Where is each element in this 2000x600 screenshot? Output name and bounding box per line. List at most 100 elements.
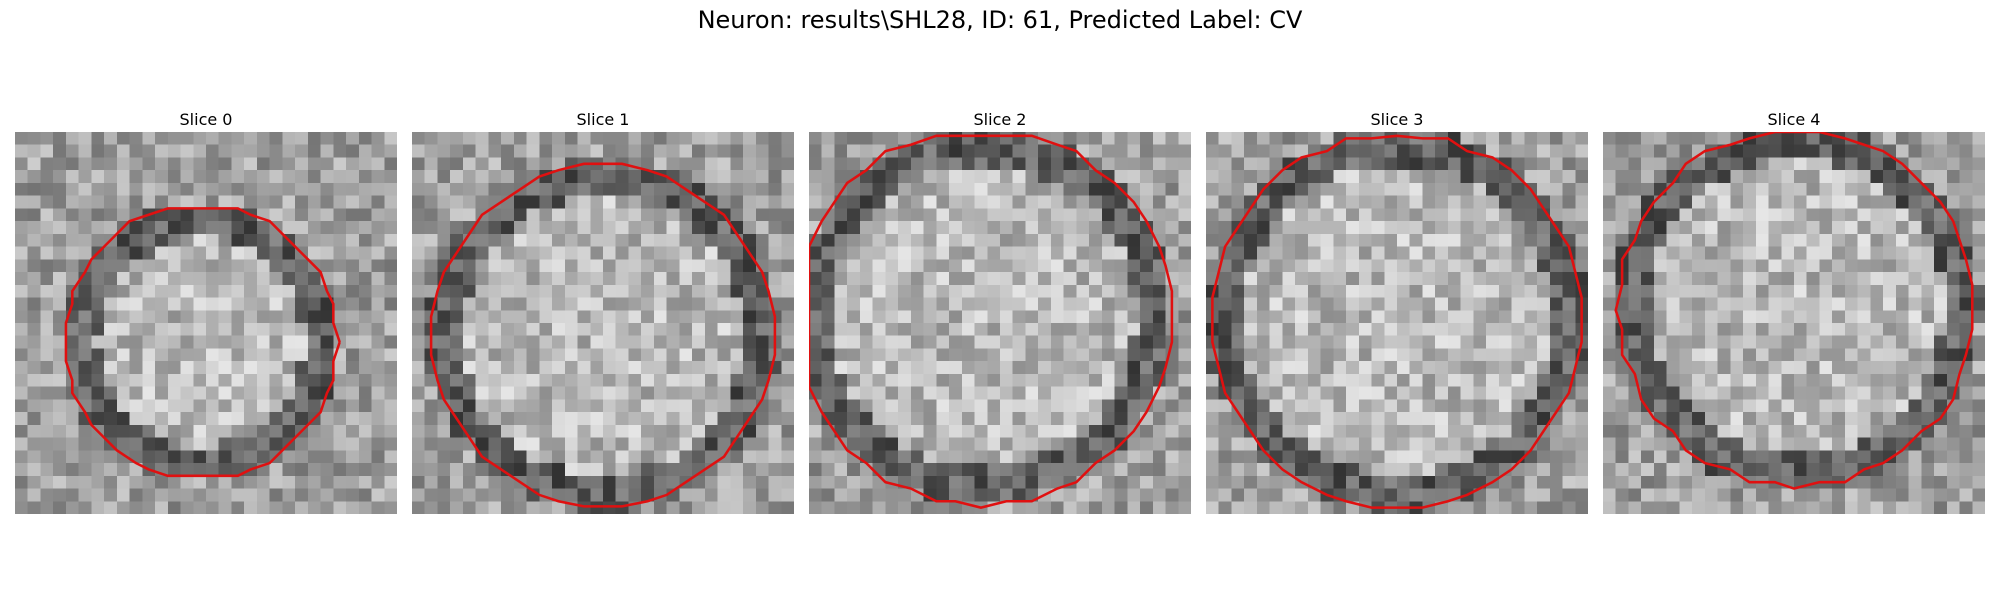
pixel xyxy=(320,297,334,311)
pixel xyxy=(1934,132,1948,145)
pixel xyxy=(1666,386,1680,400)
pixel xyxy=(218,233,232,247)
pixel xyxy=(167,157,181,171)
pixel xyxy=(768,463,782,477)
pixel xyxy=(834,501,848,514)
pixel xyxy=(450,361,464,375)
pixel xyxy=(898,450,912,464)
pixel xyxy=(923,373,937,387)
pixel xyxy=(206,182,219,196)
pixel xyxy=(1857,450,1871,464)
pixel xyxy=(1511,501,1525,514)
pixel xyxy=(1537,386,1551,400)
pixel xyxy=(1806,488,1820,502)
pixel xyxy=(1498,348,1512,362)
pixel xyxy=(717,310,731,324)
pixel xyxy=(513,272,527,286)
pixel xyxy=(641,272,655,286)
pixel xyxy=(1524,195,1538,209)
pixel xyxy=(1704,361,1718,375)
pixel xyxy=(1422,195,1436,209)
pixel xyxy=(1666,399,1680,413)
pixel xyxy=(320,348,334,362)
pixel xyxy=(704,386,718,400)
pixel xyxy=(1666,450,1680,464)
pixel xyxy=(1857,272,1871,286)
pixel xyxy=(295,259,309,273)
pixel xyxy=(615,437,629,451)
pixel xyxy=(1743,195,1757,209)
pixel xyxy=(987,463,1001,477)
pixel xyxy=(1422,272,1436,286)
pixel xyxy=(730,272,744,286)
pixel xyxy=(206,259,219,273)
pixel xyxy=(1603,373,1616,387)
pixel xyxy=(1101,463,1115,477)
pixel xyxy=(1679,233,1693,247)
pixel xyxy=(1333,195,1347,209)
pixel xyxy=(1781,488,1795,502)
pixel xyxy=(1000,195,1013,209)
pixel xyxy=(1422,182,1436,196)
pixel xyxy=(269,386,283,400)
pixel xyxy=(116,170,130,184)
pixel xyxy=(1537,335,1551,349)
pixel xyxy=(1320,170,1334,184)
pixel xyxy=(1666,208,1680,222)
pixel xyxy=(603,221,616,235)
pixel xyxy=(1934,246,1948,260)
pixel xyxy=(603,284,616,298)
pixel xyxy=(1946,488,1960,502)
pixel xyxy=(307,437,321,451)
pixel xyxy=(1704,475,1718,489)
pixel xyxy=(1819,463,1833,477)
pixel xyxy=(1218,272,1232,286)
pixel xyxy=(936,335,950,349)
pixel xyxy=(333,437,347,451)
pixel xyxy=(743,259,757,273)
pixel xyxy=(129,157,143,171)
pixel xyxy=(437,246,451,260)
pixel xyxy=(1549,195,1563,209)
pixel xyxy=(1934,233,1948,247)
segmentation-contour xyxy=(1614,132,1974,490)
pixel xyxy=(282,463,296,477)
pixel xyxy=(104,246,118,260)
pixel xyxy=(666,323,680,336)
pixel xyxy=(1653,297,1667,311)
pixel xyxy=(206,323,219,336)
pixel xyxy=(974,272,988,286)
pixel xyxy=(1857,399,1871,413)
pixel xyxy=(1692,323,1706,336)
pixel xyxy=(1127,170,1141,184)
pixel xyxy=(1511,437,1525,451)
pixel xyxy=(231,259,245,273)
pixel xyxy=(1549,335,1563,349)
pixel xyxy=(256,297,270,311)
pixel xyxy=(1256,323,1270,336)
pixel xyxy=(1114,170,1128,184)
pixel xyxy=(167,450,181,464)
pixel xyxy=(781,182,794,196)
pixel xyxy=(142,361,156,375)
pixel xyxy=(1435,157,1449,171)
pixel xyxy=(1165,246,1179,260)
pixel xyxy=(768,373,782,387)
pixel xyxy=(923,259,937,273)
pixel xyxy=(1511,246,1525,260)
pixel xyxy=(78,284,92,298)
pixel xyxy=(167,437,181,451)
pixel xyxy=(244,259,258,273)
pixel xyxy=(1397,272,1410,286)
pixel xyxy=(1883,335,1897,349)
pixel xyxy=(53,284,67,298)
pixel xyxy=(142,246,156,260)
pixel xyxy=(1307,348,1321,362)
pixel xyxy=(526,361,540,375)
pixel xyxy=(666,132,680,145)
pixel xyxy=(1946,348,1960,362)
pixel xyxy=(961,208,975,222)
pixel xyxy=(1768,335,1782,349)
pixel xyxy=(1870,246,1884,260)
pixel xyxy=(1140,424,1154,438)
